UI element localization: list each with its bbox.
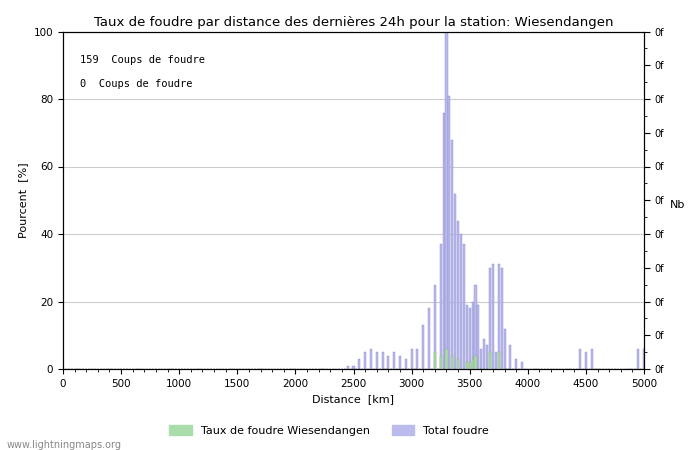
Bar bbox=[469, 308, 470, 369]
Bar bbox=[489, 268, 491, 369]
Bar bbox=[440, 356, 442, 369]
Text: 0  Coups de foudre: 0 Coups de foudre bbox=[80, 79, 193, 89]
Bar bbox=[498, 264, 500, 369]
Bar bbox=[422, 325, 424, 369]
Bar bbox=[472, 302, 474, 369]
Bar bbox=[454, 194, 456, 369]
Bar bbox=[370, 349, 372, 369]
Bar bbox=[483, 338, 485, 369]
Bar bbox=[448, 96, 450, 369]
Bar bbox=[382, 352, 384, 369]
Bar bbox=[643, 349, 645, 369]
Bar bbox=[579, 349, 581, 369]
Y-axis label: Pourcent  [%]: Pourcent [%] bbox=[18, 162, 28, 238]
Bar bbox=[585, 352, 587, 369]
Bar bbox=[466, 362, 468, 369]
Legend: Taux de foudre Wiesendangen, Total foudre: Taux de foudre Wiesendangen, Total foudr… bbox=[165, 420, 493, 440]
Bar bbox=[480, 349, 482, 369]
Bar bbox=[472, 359, 474, 369]
Bar bbox=[452, 140, 454, 369]
Bar bbox=[457, 220, 459, 369]
Bar bbox=[434, 284, 436, 369]
Bar bbox=[416, 349, 419, 369]
Bar bbox=[434, 352, 436, 369]
Bar bbox=[442, 112, 444, 369]
Bar bbox=[475, 356, 477, 369]
Bar bbox=[457, 359, 459, 369]
Bar bbox=[353, 365, 354, 369]
Bar bbox=[637, 349, 639, 369]
Bar bbox=[500, 268, 503, 369]
Bar bbox=[510, 346, 512, 369]
Text: 159  Coups de foudre: 159 Coups de foudre bbox=[80, 55, 205, 65]
Bar bbox=[387, 356, 389, 369]
Bar bbox=[486, 346, 488, 369]
Bar bbox=[469, 362, 470, 369]
Bar bbox=[489, 352, 491, 369]
Bar bbox=[452, 356, 454, 369]
Bar bbox=[477, 305, 480, 369]
Bar bbox=[492, 264, 494, 369]
Text: www.lightningmaps.org: www.lightningmaps.org bbox=[7, 440, 122, 450]
Bar bbox=[346, 365, 349, 369]
X-axis label: Distance  [km]: Distance [km] bbox=[312, 394, 395, 404]
Bar bbox=[466, 305, 468, 369]
Bar bbox=[498, 352, 500, 369]
Bar bbox=[399, 356, 401, 369]
Bar bbox=[411, 349, 412, 369]
Bar bbox=[521, 362, 523, 369]
Bar bbox=[495, 352, 497, 369]
Bar bbox=[503, 328, 505, 369]
Bar bbox=[515, 359, 517, 369]
Bar bbox=[428, 308, 430, 369]
Bar bbox=[405, 359, 407, 369]
Bar bbox=[445, 32, 447, 369]
Bar bbox=[460, 234, 462, 369]
Bar bbox=[591, 349, 593, 369]
Y-axis label: Nb: Nb bbox=[670, 200, 685, 210]
Bar bbox=[358, 359, 361, 369]
Bar bbox=[393, 352, 395, 369]
Bar bbox=[475, 284, 477, 369]
Bar bbox=[376, 352, 378, 369]
Bar bbox=[445, 349, 447, 369]
Bar bbox=[440, 244, 442, 369]
Bar bbox=[364, 352, 366, 369]
Title: Taux de foudre par distance des dernières 24h pour la station: Wiesendangen: Taux de foudre par distance des dernière… bbox=[94, 16, 613, 29]
Bar bbox=[463, 244, 465, 369]
